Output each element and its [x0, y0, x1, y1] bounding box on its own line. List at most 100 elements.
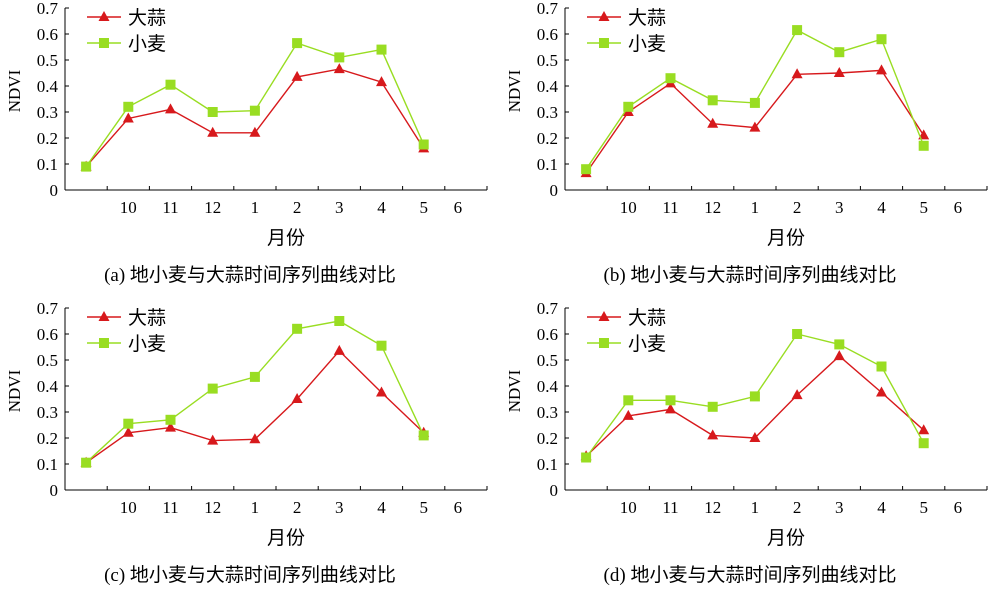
x-tick-label: 6: [454, 498, 463, 517]
data-point-square: [749, 391, 760, 402]
data-point-square: [792, 25, 803, 36]
data-point-triangle: [249, 126, 261, 137]
y-tick-label: 0: [550, 481, 559, 500]
x-tick-label: 12: [704, 198, 721, 217]
x-tick-label: 4: [877, 498, 886, 517]
data-point-square: [418, 430, 429, 441]
x-tick-label: 11: [162, 498, 178, 517]
legend-marker-square: [599, 38, 609, 48]
x-tick-label: 12: [204, 198, 221, 217]
data-point-triangle: [749, 121, 761, 132]
data-point-triangle: [665, 403, 676, 414]
data-point-square: [376, 44, 387, 55]
y-tick-label: 0.4: [537, 77, 559, 96]
y-tick-label: 0.3: [537, 103, 558, 122]
y-tick-label: 0.6: [37, 325, 58, 344]
y-tick-label: 0.7: [537, 0, 559, 18]
y-tick-label: 0: [50, 481, 59, 500]
chart-caption-b: (b) 地小麦与大蒜时间序列曲线对比: [603, 265, 897, 286]
data-point-square: [581, 164, 592, 175]
data-point-square: [623, 395, 634, 406]
x-tick-label: 12: [204, 498, 221, 517]
legend-label: 大蒜: [128, 307, 166, 329]
legend-marker-square: [99, 338, 109, 348]
data-point-triangle: [876, 386, 887, 397]
legend-label: 小麦: [628, 333, 666, 355]
data-point-square: [81, 457, 92, 468]
data-point-square: [376, 340, 387, 351]
legend-label: 小麦: [128, 33, 166, 55]
x-tick-label: 4: [377, 198, 386, 217]
chart-b: 00.10.20.30.40.50.60.710 11 12 1 2 3 4 5 6月份NDVI…: [505, 0, 988, 249]
data-point-square: [707, 95, 718, 106]
legend-marker-triangle: [598, 311, 610, 321]
data-point-triangle: [333, 63, 345, 74]
chart-a: 00.10.20.30.40.50.60.710 11 12 1 2 3 4 5 6月份NDVI…: [5, 0, 488, 249]
x-tick-label: 3: [335, 498, 344, 517]
data-point-triangle: [833, 67, 845, 77]
y-tick-label: 0.1: [537, 455, 558, 474]
y-tick-label: 0: [550, 181, 559, 200]
x-tick-label: 12: [704, 498, 721, 517]
x-tick-label: 2: [793, 198, 802, 217]
y-tick-label: 0.2: [37, 429, 58, 448]
data-point-triangle: [291, 393, 303, 403]
data-point-triangle: [122, 112, 134, 123]
data-point-triangle: [165, 421, 176, 432]
data-point-square: [792, 329, 803, 339]
legend-label: 小麦: [628, 33, 666, 55]
y-tick-label: 0.5: [37, 351, 58, 370]
x-tick-label: 11: [162, 198, 178, 217]
x-tick-label: 10: [620, 198, 637, 217]
x-axis-title: 月份: [267, 227, 305, 249]
data-point-square: [418, 139, 429, 150]
data-point-triangle: [207, 126, 219, 137]
x-tick-label: 10: [120, 198, 137, 217]
data-point-triangle: [707, 117, 719, 128]
data-point-triangle: [165, 103, 176, 114]
y-tick-label: 0.7: [37, 299, 59, 318]
data-point-square: [123, 101, 134, 112]
y-tick-label: 0.7: [537, 299, 559, 318]
data-point-square: [207, 383, 218, 394]
y-tick-label: 0.5: [537, 51, 558, 70]
data-point-triangle: [249, 433, 261, 444]
legend-marker-triangle: [98, 311, 110, 321]
data-point-triangle: [833, 350, 845, 361]
x-tick-label: 4: [377, 498, 386, 517]
chart-panel-b: 0 0.1 0.2 0.3 0.4 0.5 0.6 0.7 10 11 12 1 2 3 4 5 6 月份 NDVI…: [500, 0, 1000, 300]
data-point-square: [207, 107, 218, 117]
data-point-triangle: [122, 426, 134, 437]
legend-marker-square: [99, 38, 109, 48]
series-line-square: [85, 42, 425, 168]
x-tick-label: 3: [835, 198, 844, 217]
y-tick-label: 0: [50, 181, 59, 200]
x-tick-label: 11: [662, 498, 678, 517]
y-tick-label: 0.3: [537, 403, 558, 422]
data-point-triangle: [707, 429, 719, 440]
data-point-triangle: [918, 129, 930, 140]
x-tick-label: 1: [751, 498, 760, 517]
data-point-square: [334, 52, 345, 63]
x-tick-label: 4: [877, 198, 886, 217]
data-point-square: [249, 105, 260, 116]
data-point-triangle: [207, 434, 219, 445]
x-tick-label: 3: [335, 198, 344, 217]
data-point-triangle: [918, 424, 930, 435]
data-point-square: [918, 140, 929, 151]
y-tick-label: 0.5: [537, 351, 558, 370]
data-point-square: [123, 418, 134, 429]
data-point-square: [834, 47, 845, 58]
x-tick-label: 10: [120, 498, 137, 517]
data-point-triangle: [749, 432, 761, 442]
data-point-triangle: [291, 70, 303, 81]
data-point-square: [165, 79, 176, 90]
data-point-square: [165, 414, 176, 425]
x-tick-label: 2: [293, 198, 302, 217]
data-point-square: [581, 452, 592, 463]
y-tick-label: 0.1: [37, 155, 58, 174]
y-axis-title: NDVI: [5, 69, 24, 112]
x-tick-label: 2: [793, 498, 802, 517]
x-tick-label: 1: [251, 498, 260, 517]
legend-label: 小麦: [128, 333, 166, 355]
